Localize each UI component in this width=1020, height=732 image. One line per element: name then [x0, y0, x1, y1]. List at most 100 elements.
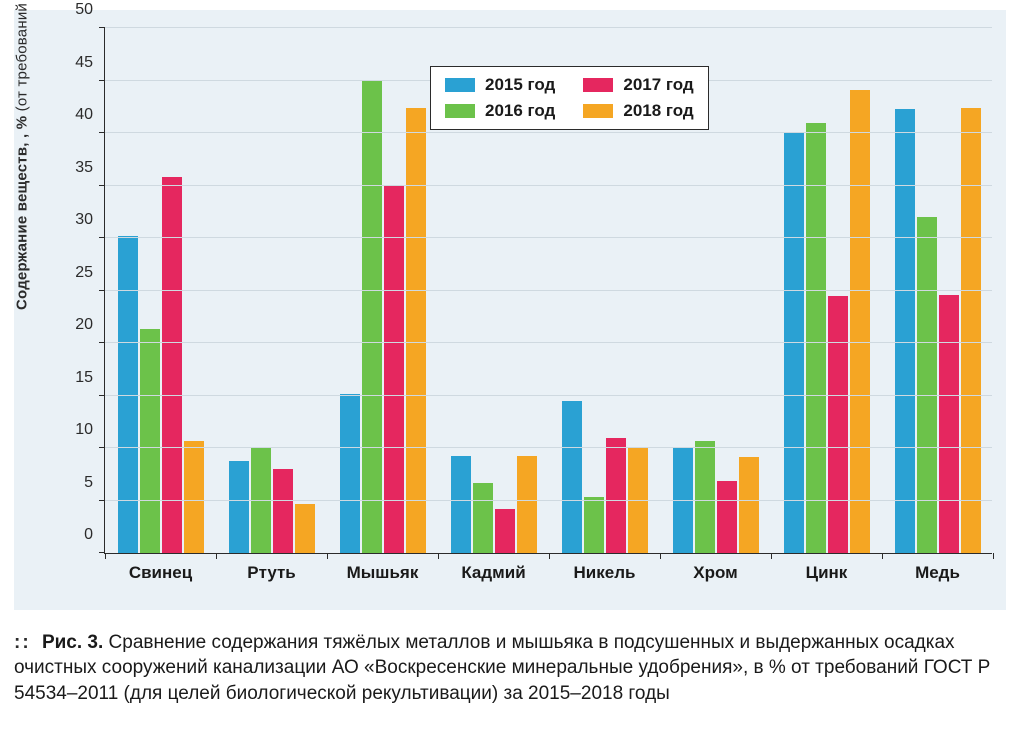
- bar: [517, 456, 537, 553]
- legend-swatch: [583, 78, 613, 92]
- legend-swatch: [583, 104, 613, 118]
- caption-bullet-icon: ::: [14, 632, 31, 653]
- bar: [806, 123, 826, 554]
- grid-line: [105, 185, 992, 186]
- bar: [184, 441, 204, 553]
- grid-line: [105, 395, 992, 396]
- y-axis-title: Содержание веществ, , % (от требований Г…: [14, 0, 31, 310]
- grid-line: [105, 290, 992, 291]
- y-tick-label: 40: [75, 106, 93, 124]
- bar: [451, 456, 471, 553]
- y-tick-label: 15: [75, 369, 93, 387]
- y-tick-label: 50: [75, 1, 93, 19]
- y-tick-label: 35: [75, 159, 93, 177]
- legend-item: 2017 год: [583, 75, 693, 95]
- bar: [584, 497, 604, 553]
- x-tick: [216, 553, 217, 559]
- x-tick: [660, 553, 661, 559]
- x-axis-label: Медь: [915, 563, 960, 583]
- bar: [917, 217, 937, 553]
- x-tick: [549, 553, 550, 559]
- bar: [850, 90, 870, 553]
- x-tick: [438, 553, 439, 559]
- y-tick: [99, 132, 105, 133]
- bar: [229, 461, 249, 553]
- bar: [717, 481, 737, 553]
- y-tick-label: 45: [75, 54, 93, 72]
- bar: [939, 295, 959, 553]
- x-axis-label: Никель: [574, 563, 636, 583]
- y-axis-title-rest: (от требований ГОСТ Р 54534–2011): [14, 0, 31, 116]
- x-axis-label: Свинец: [129, 563, 192, 583]
- y-tick: [99, 237, 105, 238]
- legend-label: 2018 год: [623, 101, 693, 121]
- bar: [362, 81, 382, 554]
- bar: [340, 394, 360, 553]
- caption-text: Сравнение содержания тяжёлых металлов и …: [14, 632, 990, 704]
- bar: [739, 457, 759, 553]
- bar: [384, 186, 404, 554]
- y-tick: [99, 290, 105, 291]
- grid-line: [105, 132, 992, 133]
- legend-item: 2015 год: [445, 75, 555, 95]
- legend-item: 2018 год: [583, 101, 693, 121]
- y-tick: [99, 342, 105, 343]
- y-tick: [99, 185, 105, 186]
- y-tick-label: 20: [75, 316, 93, 334]
- bar-group: Цинк: [784, 28, 870, 553]
- caption-label: Рис. 3.: [42, 632, 103, 653]
- y-tick-label: 25: [75, 264, 93, 282]
- y-tick-label: 0: [84, 526, 93, 544]
- legend: 2015 год 2017 год 2016 год 2018 год: [430, 66, 709, 130]
- y-tick-label: 5: [84, 474, 93, 492]
- grid-line: [105, 342, 992, 343]
- x-axis-label: Цинк: [806, 563, 848, 583]
- bar: [140, 329, 160, 553]
- x-tick: [105, 553, 106, 559]
- legend-label: 2015 год: [485, 75, 555, 95]
- figure-caption: :: Рис. 3. Сравнение содержания тяжёлых …: [14, 630, 1006, 706]
- bar: [562, 401, 582, 553]
- x-axis-label: Ртуть: [247, 563, 296, 583]
- bar-group: Мышьяк: [340, 28, 426, 553]
- bar: [784, 133, 804, 553]
- bar: [895, 109, 915, 553]
- bar-group: Медь: [895, 28, 981, 553]
- legend-swatch: [445, 104, 475, 118]
- y-tick: [99, 395, 105, 396]
- bar: [695, 441, 715, 553]
- legend-swatch: [445, 78, 475, 92]
- x-tick: [882, 553, 883, 559]
- x-tick: [327, 553, 328, 559]
- y-tick: [99, 500, 105, 501]
- x-axis-label: Хром: [693, 563, 737, 583]
- y-tick: [99, 447, 105, 448]
- bar: [162, 177, 182, 553]
- chart-panel: Содержание веществ, , % (от требований Г…: [14, 10, 1006, 610]
- grid-line: [105, 27, 992, 28]
- x-tick: [771, 553, 772, 559]
- bar: [295, 504, 315, 553]
- bar: [828, 296, 848, 553]
- legend-label: 2017 год: [623, 75, 693, 95]
- bar: [273, 469, 293, 553]
- bar: [495, 509, 515, 553]
- bar: [606, 438, 626, 554]
- bar-group: Ртуть: [229, 28, 315, 553]
- grid-line: [105, 447, 992, 448]
- y-tick: [99, 27, 105, 28]
- grid-line: [105, 500, 992, 501]
- bar: [961, 108, 981, 553]
- bar-group: Свинец: [118, 28, 204, 553]
- x-axis-label: Мышьяк: [347, 563, 419, 583]
- y-tick-label: 30: [75, 211, 93, 229]
- x-axis-label: Кадмий: [461, 563, 525, 583]
- bar: [473, 483, 493, 553]
- legend-item: 2016 год: [445, 101, 555, 121]
- y-tick: [99, 80, 105, 81]
- y-tick-label: 10: [75, 421, 93, 439]
- legend-label: 2016 год: [485, 101, 555, 121]
- grid-line: [105, 237, 992, 238]
- y-axis-title-bold: Содержание веществ, , %: [14, 116, 31, 310]
- bar: [406, 108, 426, 553]
